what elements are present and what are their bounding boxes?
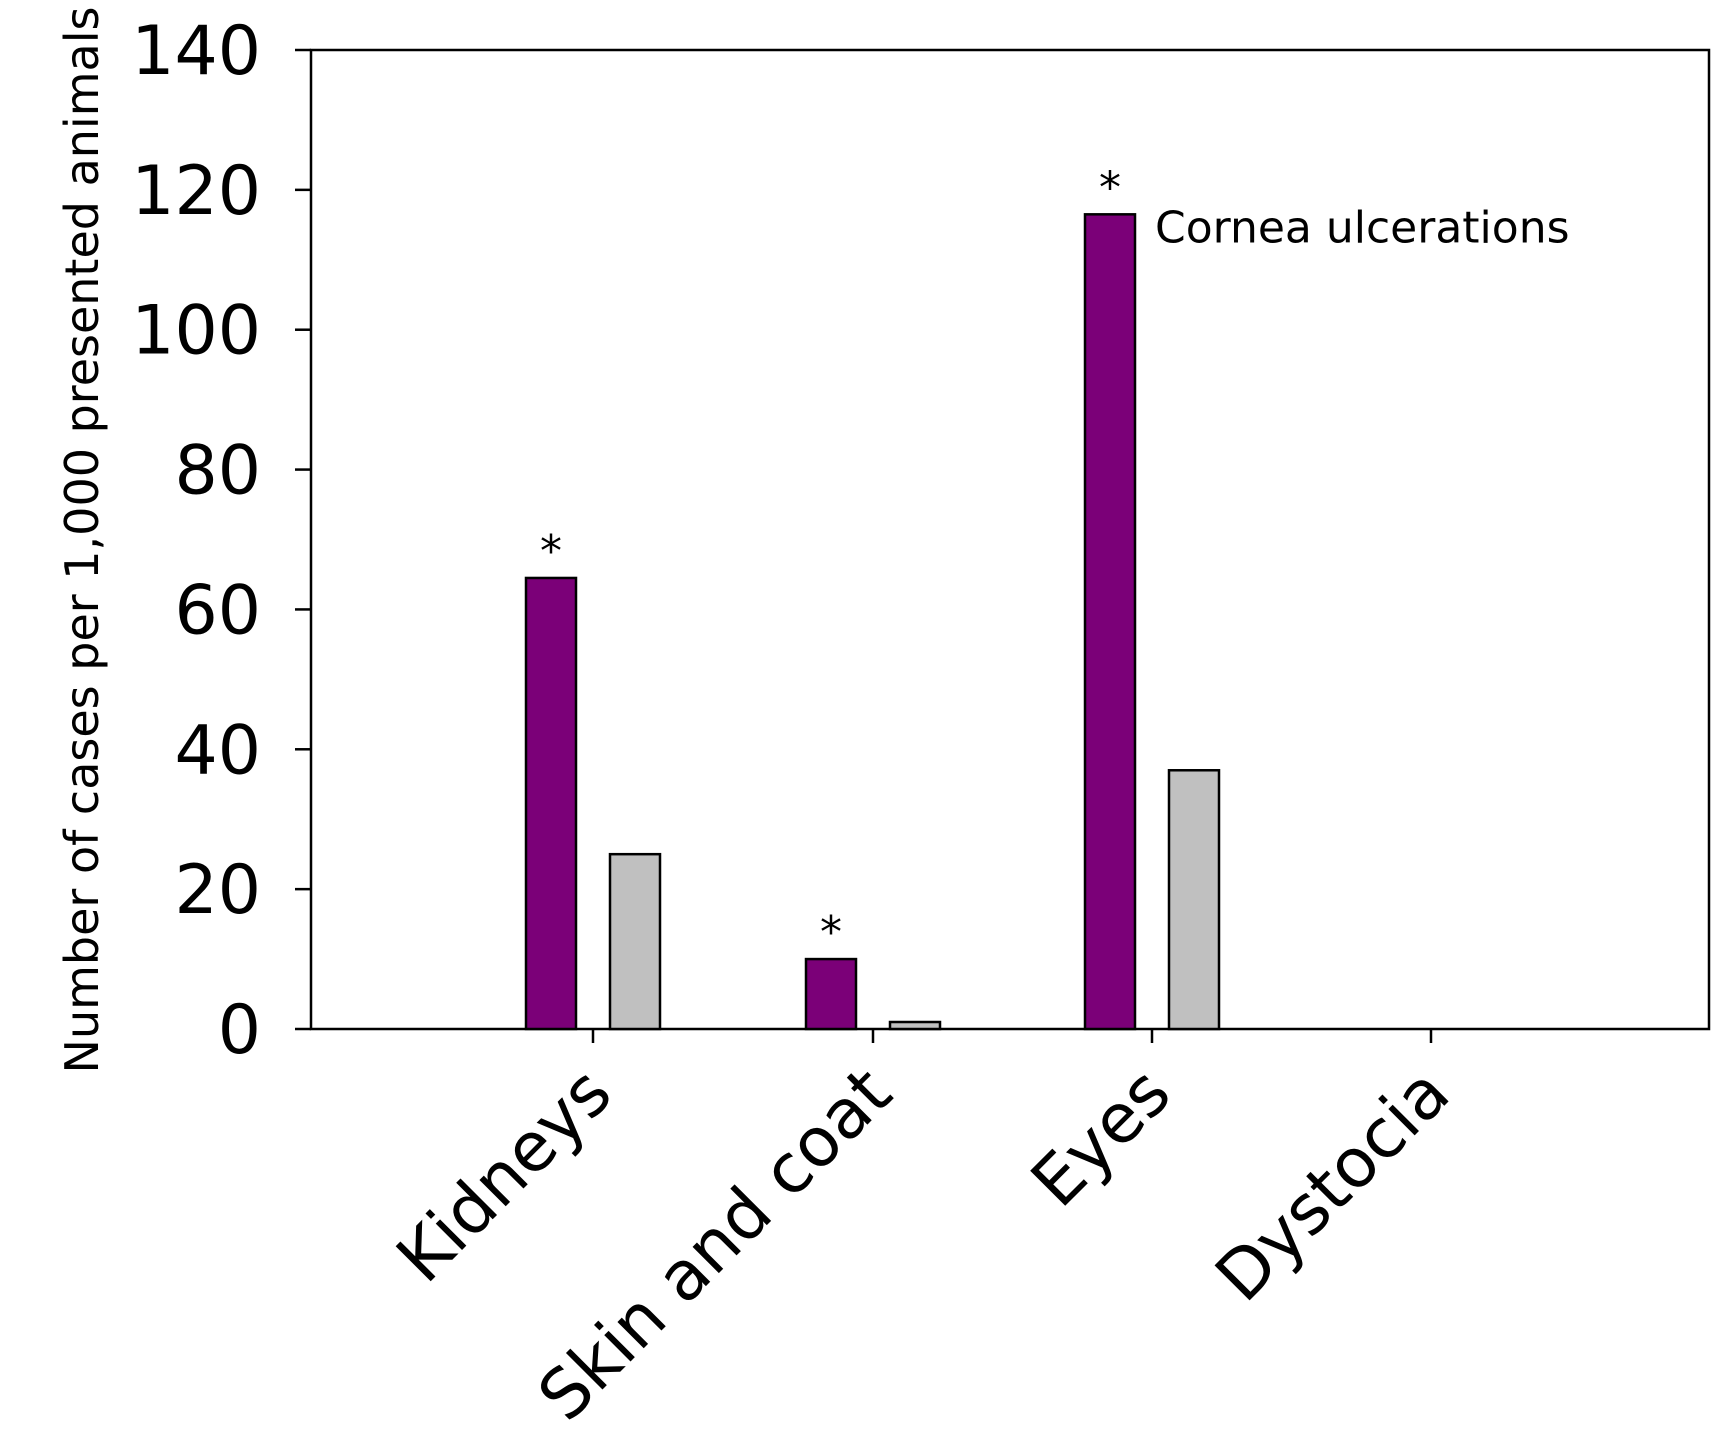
y-tick-label: 20 — [174, 851, 261, 930]
bar — [608, 852, 662, 1031]
bar — [888, 1020, 942, 1031]
bar — [1167, 769, 1221, 1031]
y-tick-label: 100 — [131, 292, 261, 371]
y-tick-label: 0 — [218, 991, 261, 1070]
bar-annotation: Cornea ulcerations — [1155, 202, 1570, 253]
y-tick-label: 120 — [131, 152, 261, 231]
y-tick-label: 60 — [174, 571, 261, 650]
y-tick-label: 40 — [174, 711, 261, 790]
y-tick-label: 80 — [174, 432, 261, 511]
significance-marker: * — [1099, 162, 1121, 213]
bars-group — [524, 213, 1221, 1031]
bar — [804, 957, 858, 1031]
significance-marker: * — [820, 907, 842, 958]
y-axis-label: Number of cases per 1,000 presented anim… — [55, 7, 109, 1074]
x-category-label: Kidneys — [382, 1053, 627, 1298]
significance-marker: * — [540, 526, 562, 577]
y-tick-label: 140 — [131, 12, 261, 91]
x-category-label: Dystocia — [1201, 1053, 1465, 1317]
annotations-group: * * * Cornea ulcerations — [540, 162, 1570, 958]
bar — [1083, 213, 1137, 1031]
y-axis: 0 20 40 60 80 100 120 140 — [131, 12, 311, 1070]
x-category-label: Eyes — [1017, 1053, 1186, 1222]
bar — [524, 576, 578, 1031]
plot-area-frame — [309, 48, 1711, 1031]
